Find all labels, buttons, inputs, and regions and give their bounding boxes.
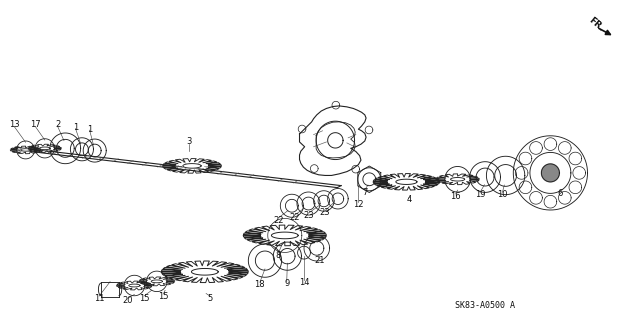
Text: FR.: FR. — [587, 15, 605, 33]
Text: 23: 23 — [304, 211, 314, 219]
Text: 6: 6 — [557, 189, 563, 198]
Polygon shape — [530, 191, 542, 204]
Text: 21: 21 — [315, 256, 325, 265]
Text: 1: 1 — [87, 125, 92, 134]
Text: 5: 5 — [207, 294, 212, 303]
Polygon shape — [129, 284, 140, 287]
Text: 15: 15 — [158, 292, 168, 300]
Polygon shape — [573, 167, 586, 179]
Text: 12: 12 — [353, 200, 364, 209]
Polygon shape — [515, 167, 528, 179]
Text: 7: 7 — [362, 188, 367, 197]
Polygon shape — [151, 280, 163, 283]
Text: 19: 19 — [475, 190, 485, 199]
Text: 16: 16 — [451, 192, 461, 201]
Polygon shape — [559, 142, 571, 154]
Text: 22: 22 — [273, 216, 284, 225]
Text: 17: 17 — [30, 120, 40, 129]
Text: SK83-A0500 A: SK83-A0500 A — [455, 301, 515, 310]
Text: 10: 10 — [497, 190, 508, 199]
Text: 23: 23 — [320, 208, 330, 217]
Text: 3: 3 — [186, 137, 191, 146]
Text: 9: 9 — [284, 279, 289, 288]
Text: 13: 13 — [9, 120, 19, 129]
Polygon shape — [544, 195, 557, 208]
Polygon shape — [519, 152, 532, 165]
Text: 22: 22 — [289, 213, 300, 222]
Text: 2: 2 — [55, 120, 60, 129]
Polygon shape — [191, 269, 218, 275]
Polygon shape — [530, 142, 542, 154]
Polygon shape — [569, 152, 582, 165]
Polygon shape — [513, 136, 588, 210]
Polygon shape — [541, 164, 559, 182]
Text: 1: 1 — [73, 123, 78, 132]
Text: 20: 20 — [123, 296, 133, 305]
Polygon shape — [451, 178, 465, 181]
Polygon shape — [519, 181, 532, 194]
Polygon shape — [544, 138, 557, 151]
Polygon shape — [20, 149, 31, 151]
Text: 14: 14 — [299, 278, 309, 287]
Text: 15: 15 — [139, 294, 149, 303]
Polygon shape — [396, 179, 417, 184]
Text: 8: 8 — [276, 251, 281, 260]
Polygon shape — [569, 181, 582, 194]
Polygon shape — [183, 164, 201, 168]
Polygon shape — [559, 191, 571, 204]
Polygon shape — [271, 232, 298, 239]
Polygon shape — [300, 106, 366, 175]
Text: 4: 4 — [407, 195, 412, 204]
Text: 11: 11 — [94, 294, 104, 303]
Text: 18: 18 — [255, 280, 265, 289]
Polygon shape — [40, 147, 50, 150]
